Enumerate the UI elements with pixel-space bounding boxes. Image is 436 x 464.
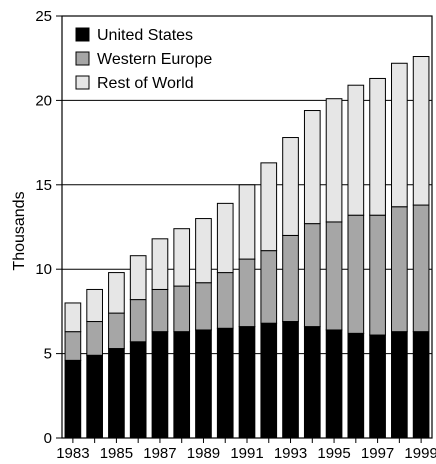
bar-western-europe-1995 bbox=[325, 221, 343, 331]
bar-western-europe-1992 bbox=[260, 250, 278, 324]
bar-united-states-1983 bbox=[64, 359, 82, 439]
legend-label-western-europe: Western Europe bbox=[97, 51, 212, 68]
x-tick-label-1995: 1995 bbox=[317, 445, 350, 462]
bar-rest-of-world-1998 bbox=[391, 62, 408, 208]
bar-united-states-1989 bbox=[195, 329, 212, 439]
bar-united-states-1992 bbox=[260, 322, 278, 439]
y-axis-title: Thousands bbox=[11, 191, 28, 270]
x-tick-label-1989: 1989 bbox=[187, 445, 220, 462]
bar-western-europe-1994 bbox=[303, 223, 321, 328]
bar-western-europe-1993 bbox=[282, 234, 299, 323]
legend-swatch-western-europe bbox=[75, 51, 90, 66]
x-tick-label-1985: 1985 bbox=[100, 445, 133, 462]
legend-label-united-states: United States bbox=[97, 27, 193, 44]
bar-united-states-1984 bbox=[86, 354, 103, 439]
bar-rest-of-world-1984 bbox=[86, 288, 103, 323]
bar-western-europe-1991 bbox=[238, 258, 256, 328]
bar-united-states-1985 bbox=[108, 348, 125, 439]
bar-western-europe-1997 bbox=[369, 214, 386, 336]
bar-rest-of-world-1996 bbox=[347, 84, 365, 216]
bar-rest-of-world-1987 bbox=[151, 238, 169, 290]
bar-united-states-1988 bbox=[173, 331, 191, 439]
bar-rest-of-world-1999 bbox=[412, 56, 430, 206]
bar-united-states-1996 bbox=[347, 332, 365, 439]
x-tick-label-1993: 1993 bbox=[274, 445, 307, 462]
bar-western-europe-1990 bbox=[216, 272, 234, 329]
bar-rest-of-world-1986 bbox=[129, 255, 147, 301]
bar-united-states-1991 bbox=[238, 326, 256, 439]
y-tick-label: 0 bbox=[44, 430, 52, 447]
y-tick-label: 20 bbox=[35, 92, 52, 109]
legend-swatch-united-states bbox=[75, 27, 90, 42]
bar-rest-of-world-1993 bbox=[282, 137, 299, 236]
bar-western-europe-1984 bbox=[86, 321, 103, 356]
bar-united-states-1995 bbox=[325, 329, 343, 439]
legend: United States Western Europe Rest of World bbox=[75, 27, 212, 92]
bar-united-states-1987 bbox=[151, 331, 169, 439]
bar-rest-of-world-1991 bbox=[238, 184, 256, 260]
bar-western-europe-1986 bbox=[129, 299, 147, 343]
bar-united-states-1986 bbox=[129, 341, 147, 439]
y-tick-label: 25 bbox=[35, 8, 52, 25]
bar-western-europe-1989 bbox=[195, 282, 212, 331]
bar-rest-of-world-1989 bbox=[195, 218, 212, 284]
bar-western-europe-1985 bbox=[108, 312, 125, 350]
bar-rest-of-world-1990 bbox=[216, 202, 234, 274]
x-tick-label-1997: 1997 bbox=[361, 445, 394, 462]
x-tick-label-1999: 1999 bbox=[404, 445, 436, 462]
bar-united-states-1999 bbox=[412, 331, 430, 439]
y-tick-label: 15 bbox=[35, 177, 52, 194]
bar-western-europe-1987 bbox=[151, 288, 169, 333]
bar-western-europe-1983 bbox=[64, 331, 82, 361]
legend-label-rest-of-world: Rest of World bbox=[97, 75, 194, 92]
bar-rest-of-world-1988 bbox=[173, 228, 191, 287]
x-tick-label-1987: 1987 bbox=[143, 445, 176, 462]
bars bbox=[64, 56, 430, 439]
x-tick-label-1983: 1983 bbox=[56, 445, 89, 462]
axes: 0 5 10 15 20 25 1983 1985 1987 1989 1991 1993 1995 19… bbox=[35, 8, 436, 462]
bar-rest-of-world-1994 bbox=[303, 110, 321, 225]
y-tick-label: 10 bbox=[35, 261, 52, 278]
bar-united-states-1993 bbox=[282, 321, 299, 439]
x-tick-label-1991: 1991 bbox=[230, 445, 263, 462]
bar-rest-of-world-1992 bbox=[260, 162, 278, 252]
y-tick-label: 5 bbox=[44, 346, 52, 363]
bar-western-europe-1998 bbox=[391, 206, 408, 333]
bar-united-states-1997 bbox=[369, 334, 386, 439]
bar-united-states-1994 bbox=[303, 326, 321, 439]
bar-western-europe-1999 bbox=[412, 204, 430, 333]
bar-rest-of-world-1995 bbox=[325, 98, 343, 223]
bar-western-europe-1988 bbox=[173, 285, 191, 333]
bar-united-states-1998 bbox=[391, 331, 408, 439]
legend-swatch-rest-of-world bbox=[75, 75, 90, 90]
bar-rest-of-world-1985 bbox=[108, 272, 125, 314]
bar-united-states-1990 bbox=[216, 327, 234, 439]
bar-rest-of-world-1983 bbox=[64, 302, 82, 333]
bar-rest-of-world-1997 bbox=[369, 77, 386, 216]
bar-western-europe-1996 bbox=[347, 214, 365, 334]
